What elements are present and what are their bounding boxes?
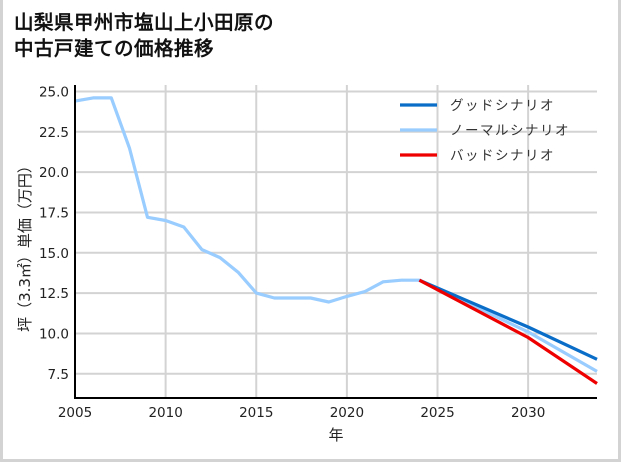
legend-label: バッドシナリオ — [450, 148, 555, 164]
grid-lines — [74, 85, 597, 398]
series-lines — [74, 96, 598, 385]
axes — [74, 85, 597, 399]
chart-title: 山梨県甲州市塩山上小田原の 中古戸建ての価格推移 — [14, 10, 274, 62]
y-tick-labels: 7.5 10.0 12.5 15.0 17.5 20.0 22.5 25.0 — [39, 84, 69, 382]
y-tick-label: 22.5 — [39, 125, 69, 141]
y-tick-label: 20.0 — [39, 165, 69, 181]
y-tick-label: 15.0 — [39, 246, 69, 262]
x-tick-label: 2025 — [420, 405, 454, 421]
series-line — [418, 278, 598, 361]
x-axis-label: 年 — [328, 426, 343, 444]
y-tick-label: 12.5 — [39, 286, 69, 302]
x-tick-label: 2030 — [511, 405, 545, 421]
y-tick-label: 17.5 — [39, 205, 69, 221]
x-tick-label: 2015 — [239, 405, 273, 421]
x-tick-label: 2020 — [330, 405, 364, 421]
x-tick-labels: 2005 2010 2015 2020 2025 2030 — [58, 405, 545, 421]
legend-label: ノーマルシナリオ — [450, 123, 570, 139]
series-line — [74, 96, 598, 373]
y-tick-label: 7.5 — [48, 367, 69, 383]
x-tick-label: 2010 — [148, 405, 182, 421]
legend-label: グッドシナリオ — [450, 98, 555, 114]
series-line — [418, 278, 598, 385]
chart-title-line2: 中古戸建ての価格推移 — [14, 37, 215, 60]
x-tick-label: 2005 — [58, 405, 92, 421]
chart-title-line1: 山梨県甲州市塩山上小田原の — [14, 11, 275, 34]
y-tick-label: 25.0 — [39, 84, 69, 100]
y-tick-label: 10.0 — [39, 326, 69, 342]
y-axis-label: 坪（3.3㎡）単価（万円） — [16, 158, 34, 332]
